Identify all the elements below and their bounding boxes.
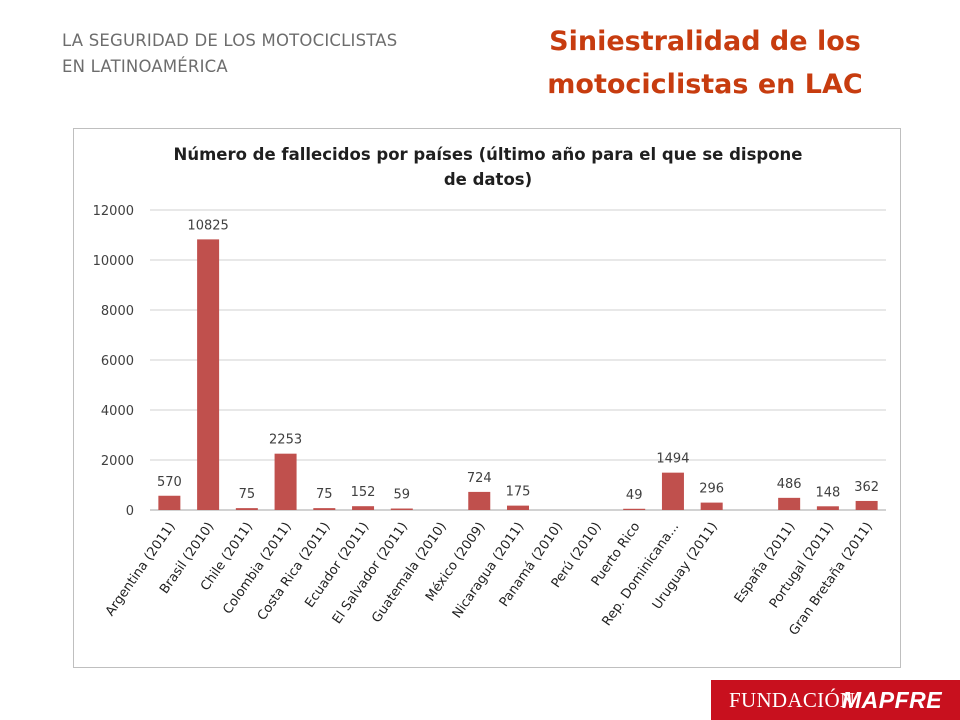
section-kicker: LA SEGURIDAD DE LOS MOTOCICLISTAS EN LAT… — [62, 28, 482, 80]
bar — [623, 508, 646, 510]
kicker-line-2: EN LATINOAMÉRICA — [62, 57, 228, 76]
y-tick-label: 4000 — [101, 404, 134, 419]
slide-title-line-1: Siniestralidad de los — [549, 26, 861, 57]
data-label: 570 — [157, 475, 182, 490]
bar — [235, 508, 258, 510]
bar — [390, 508, 413, 510]
data-label: 148 — [815, 485, 840, 500]
y-tick-label: 2000 — [101, 454, 134, 469]
chart-frame: Número de fallecidos por países (último … — [73, 128, 901, 668]
bar — [197, 239, 220, 510]
x-tick-label: Nicaragua (2011) — [450, 520, 527, 622]
slide-title-line-2: motociclistas en LAC — [547, 69, 863, 100]
slide-title: Siniestralidad de los motociclistas en L… — [520, 20, 890, 106]
data-label: 75 — [239, 487, 256, 502]
data-label: 49 — [626, 488, 643, 503]
y-tick-label: 8000 — [101, 304, 134, 319]
bar — [507, 505, 529, 510]
bar — [158, 495, 181, 510]
kicker-line-1: LA SEGURIDAD DE LOS MOTOCICLISTAS — [62, 31, 398, 50]
x-tick-label: Argentina (2011) — [103, 520, 179, 619]
bar — [313, 508, 336, 510]
chart-title-line-2: de datos) — [444, 170, 532, 189]
data-label: 724 — [467, 471, 492, 486]
data-label: 1494 — [656, 452, 689, 467]
y-tick-label: 12000 — [93, 204, 134, 219]
bar — [855, 500, 878, 510]
y-tick-label: 0 — [126, 504, 134, 519]
logo-text-mapfre: MAPFRE — [842, 687, 943, 713]
data-label: 2253 — [269, 433, 302, 448]
data-label: 175 — [506, 485, 531, 500]
y-tick-label: 6000 — [101, 354, 134, 369]
bar — [700, 502, 723, 510]
chart-title-line-1: Número de fallecidos por países (último … — [174, 145, 803, 164]
bar — [778, 497, 801, 510]
bar — [274, 453, 297, 510]
data-label: 75 — [316, 487, 333, 502]
bar — [661, 472, 684, 510]
x-tick-label: Costa Rica (2011) — [255, 520, 334, 624]
data-label: 362 — [854, 480, 879, 495]
y-tick-label: 10000 — [93, 254, 134, 269]
logo-text-fundacion: FUNDACIÓN — [729, 688, 856, 712]
bar — [468, 491, 491, 510]
x-tick-label: Guatemala (2010) — [369, 520, 450, 626]
data-label: 10825 — [187, 218, 228, 233]
fundacion-mapfre-logo: FUNDACIÓN MAPFRE — [711, 680, 960, 720]
data-label: 486 — [777, 477, 802, 492]
data-label: 59 — [394, 488, 411, 503]
data-label: 152 — [351, 485, 376, 500]
x-tick-label: Colombia (2011) — [220, 520, 294, 617]
bar-chart: Número de fallecidos por países (último … — [93, 145, 886, 638]
bar — [352, 506, 375, 510]
bar — [816, 506, 839, 510]
data-label: 296 — [699, 482, 724, 497]
